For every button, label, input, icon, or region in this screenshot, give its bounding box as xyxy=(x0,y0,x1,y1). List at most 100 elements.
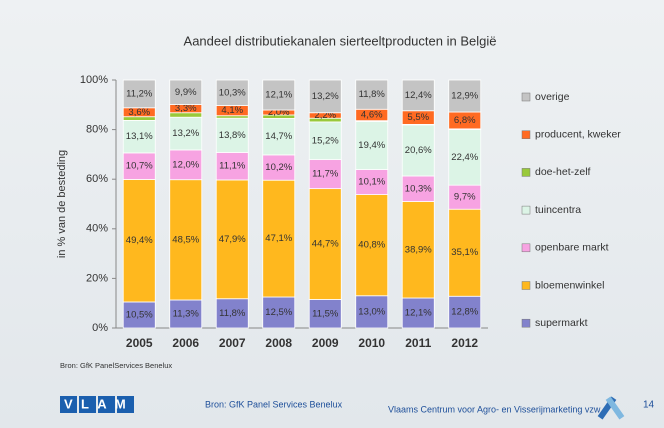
data-label: 11,8% xyxy=(359,89,386,100)
data-label: 12,5% xyxy=(265,307,292,318)
data-label: 11,8% xyxy=(219,308,246,319)
data-label: 11,1% xyxy=(219,161,246,172)
footer-organization: Vlaams Centrum voor Agro- en Visserijmar… xyxy=(388,404,601,414)
legend-swatch xyxy=(521,168,531,177)
data-label: 12,0% xyxy=(172,159,199,170)
x-tick-label: 2006 xyxy=(172,336,199,350)
bar-segment xyxy=(215,79,249,106)
y-axis-label: in % van de besteding xyxy=(56,150,68,258)
logo-box xyxy=(98,396,115,413)
data-label: 12,9% xyxy=(451,91,478,102)
x-tick-label: 2007 xyxy=(219,336,246,350)
legend-label: tuincentra xyxy=(535,204,581,216)
x-tick-label: 2010 xyxy=(358,336,385,350)
legend-label: producent, kweker xyxy=(535,128,621,140)
data-label: 12,8% xyxy=(451,307,478,318)
data-label: 38,9% xyxy=(405,244,432,255)
data-label: 44,7% xyxy=(312,239,339,250)
legend-swatch xyxy=(521,92,531,102)
bar-segment xyxy=(122,79,156,109)
bar-segment xyxy=(262,296,296,329)
data-label: 9,7% xyxy=(454,192,476,203)
logo-box xyxy=(79,396,96,413)
data-label: 10,7% xyxy=(126,161,153,172)
footer-source: Bron: GfK Panel Services Benelux xyxy=(205,399,343,409)
legend-swatch xyxy=(521,205,531,215)
legend-label: supermarkt xyxy=(535,317,588,329)
data-label: 5,5% xyxy=(407,112,429,123)
bar-segment xyxy=(262,79,296,111)
data-label: 13,2% xyxy=(312,91,339,102)
source: Bron: GfK PanelServices Benelux xyxy=(60,361,172,370)
x-tick-label: 2008 xyxy=(265,336,292,350)
data-label: 2,0% xyxy=(268,107,290,118)
data-label: 3,3% xyxy=(175,103,197,114)
legend-label: openbare markt xyxy=(535,242,609,254)
bar-segment xyxy=(401,201,435,299)
x-tick-label: 2012 xyxy=(451,336,478,350)
bar-segment xyxy=(122,152,156,180)
bar-segment xyxy=(448,295,482,329)
bar-segment xyxy=(355,121,389,170)
bar-segment xyxy=(215,152,249,181)
bar-segment xyxy=(215,298,249,329)
data-label: 10,3% xyxy=(405,183,432,194)
bar-segment xyxy=(448,184,482,210)
legend-swatch xyxy=(521,130,531,139)
data-label: 15,2% xyxy=(312,135,339,146)
bar-segment xyxy=(448,79,482,113)
data-label: 4,6% xyxy=(361,109,383,120)
x-tick-label: 2011 xyxy=(405,336,431,350)
data-label: 47,1% xyxy=(265,233,292,244)
bar-segment xyxy=(215,179,249,300)
legend-label: bloemenwinkel xyxy=(535,279,604,291)
data-label: 40,8% xyxy=(358,240,385,251)
data-label: 14,7% xyxy=(265,131,292,142)
data-label: 10,1% xyxy=(358,177,385,188)
y-tick-label: 100% xyxy=(80,74,108,86)
bar-segment xyxy=(169,299,203,329)
bar-segment xyxy=(308,159,342,190)
data-label: 4,1% xyxy=(221,105,243,116)
legend-swatch xyxy=(521,281,531,290)
y-tick-label: 20% xyxy=(86,272,108,284)
bar-segment xyxy=(448,129,482,186)
data-label: 2,2% xyxy=(314,110,336,121)
bar-segment xyxy=(122,179,156,303)
y-tick-label: 40% xyxy=(86,223,108,235)
data-label: 11,2% xyxy=(126,88,153,99)
data-label: 6,8% xyxy=(454,115,476,126)
data-label: 12,1% xyxy=(405,308,432,319)
data-label: 12,4% xyxy=(405,90,432,101)
logo-box xyxy=(117,396,134,413)
legend-swatch xyxy=(521,318,531,328)
page-number: 14 xyxy=(643,400,655,411)
logo-text: VLAM xyxy=(64,396,134,411)
bar-segment xyxy=(355,79,389,110)
footer-icon xyxy=(597,396,625,420)
bar-segment xyxy=(401,297,435,329)
bar-segment xyxy=(169,79,203,105)
y-tick-label: 60% xyxy=(86,173,108,185)
bar-segment xyxy=(401,79,435,112)
bar-segment xyxy=(355,194,389,297)
chart-title: Aandeel distributiekanalen sierteeltprod… xyxy=(184,33,497,48)
data-label: 10,5% xyxy=(126,309,153,320)
data-label: 13,0% xyxy=(358,306,385,317)
data-label: 3,6% xyxy=(128,107,150,118)
logo-box xyxy=(60,396,77,413)
bar-segment xyxy=(308,188,342,300)
legend-label: overige xyxy=(535,91,570,103)
data-label: 20,6% xyxy=(405,145,432,156)
bar-segment xyxy=(122,301,156,329)
data-label: 13,2% xyxy=(172,128,199,139)
data-label: 11,5% xyxy=(312,308,339,319)
data-label: 47,9% xyxy=(219,234,246,245)
y-tick-label: 0% xyxy=(92,322,108,334)
data-label: 48,5% xyxy=(172,234,199,245)
data-label: 13,1% xyxy=(126,131,153,142)
bar-segment xyxy=(308,121,342,161)
y-tick-label: 80% xyxy=(86,124,108,136)
data-label: 11,3% xyxy=(173,309,200,320)
